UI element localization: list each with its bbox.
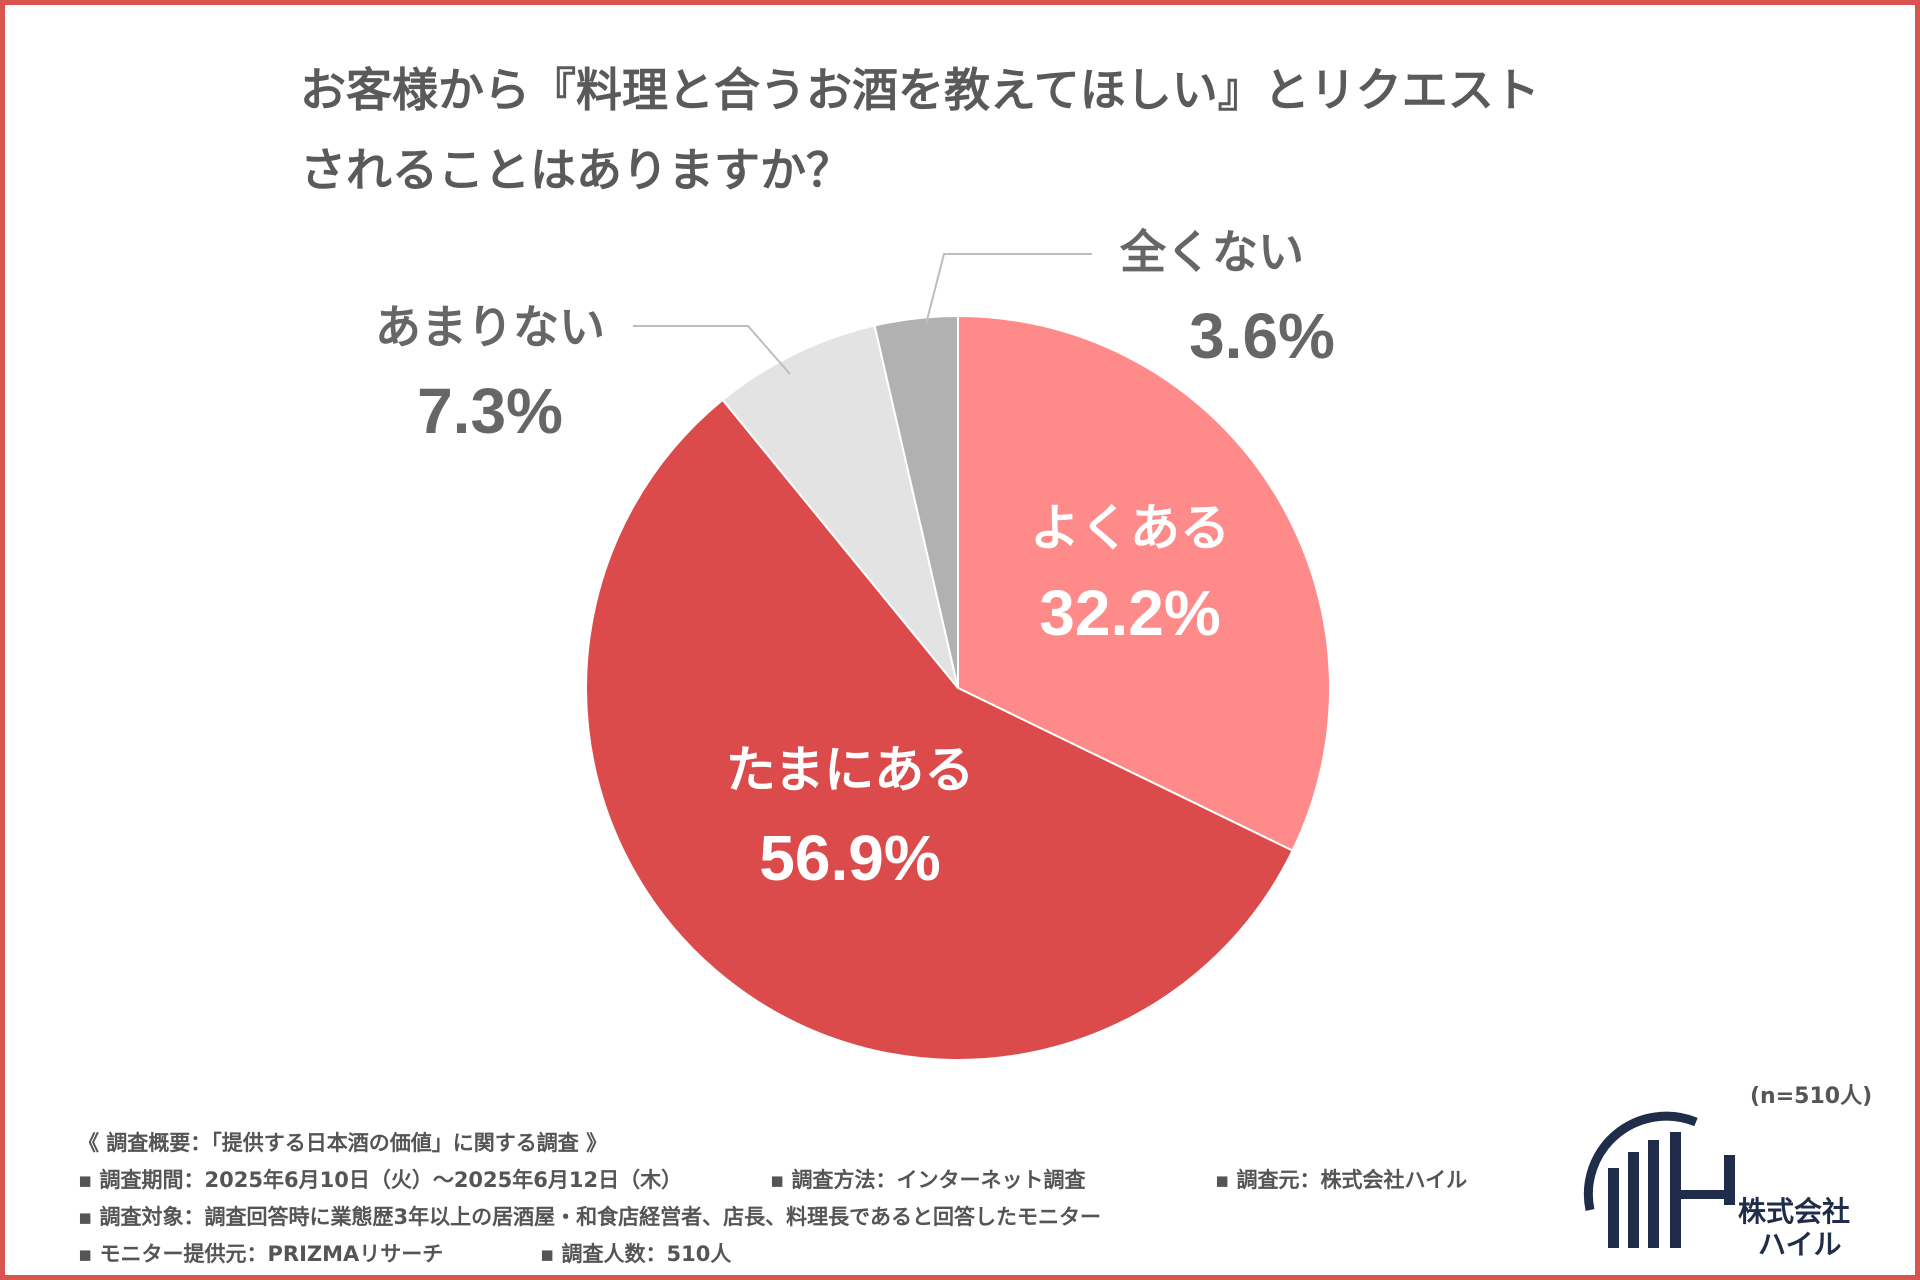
survey-overview: 《 調査概要：「提供する日本酒の価値」に関する調査 》 bbox=[78, 1131, 608, 1155]
company-logo-icon bbox=[1583, 1111, 1735, 1248]
leader-lines bbox=[633, 253, 1092, 375]
slice-labels: よくある 32.2% たまにある 56.9% あまりない 7.3% 全くない 3.6% bbox=[375, 225, 1335, 894]
pie-slice-2 bbox=[585, 398, 1294, 1061]
logo-text-line1: 株式会社 bbox=[1738, 1195, 1851, 1228]
slice-label-3: あまりない bbox=[375, 300, 605, 354]
pie-slice-4 bbox=[873, 314, 959, 689]
slice-label-2: たまにある bbox=[726, 741, 975, 799]
slice-value-4: 3.6% bbox=[1189, 300, 1335, 372]
survey-source: ▪ 調査元：株式会社ハイル bbox=[1215, 1168, 1468, 1192]
pie-slices bbox=[585, 314, 1331, 1061]
chart-title-line1: お客様から『料理と合うお酒を教えてほしい』とリクエスト bbox=[300, 63, 1540, 117]
pie-slice-1 bbox=[957, 314, 1331, 852]
respondent-count: ▪ 調査人数：510人 bbox=[540, 1242, 732, 1266]
chart-title: お客様から『料理と合うお酒を教えてほしい』とリクエスト されることはありますか？ bbox=[300, 50, 1800, 210]
survey-period: ▪ 調査期間：2025年6月10日（火）〜2025年6月12日（木） bbox=[78, 1168, 683, 1192]
slice-value-1: 32.2% bbox=[1039, 577, 1220, 649]
slice-value-3: 7.3% bbox=[417, 375, 563, 447]
leader-line-4 bbox=[925, 253, 1092, 325]
slice-value-2: 56.9% bbox=[759, 822, 940, 894]
pie-slice-3 bbox=[721, 324, 959, 689]
leader-line-3 bbox=[633, 325, 791, 375]
slice-label-1: よくある bbox=[1030, 499, 1230, 557]
sample-size-note: (n=510人) bbox=[1750, 1084, 1873, 1109]
slice-label-4: 全くない bbox=[1119, 225, 1304, 279]
monitor-provider: ▪ モニター提供元：PRIZMAリサーチ bbox=[78, 1242, 444, 1266]
survey-method: ▪ 調査方法：インターネット調査 bbox=[770, 1168, 1086, 1192]
logo-text-line2: ハイル bbox=[1758, 1228, 1842, 1261]
chart-title-line2: されることはありますか？ bbox=[300, 143, 852, 197]
survey-target: ▪ 調査対象：調査回答時に業態歴3年以上の居酒屋・和食店経営者、店長、料理長であ… bbox=[78, 1205, 1101, 1229]
